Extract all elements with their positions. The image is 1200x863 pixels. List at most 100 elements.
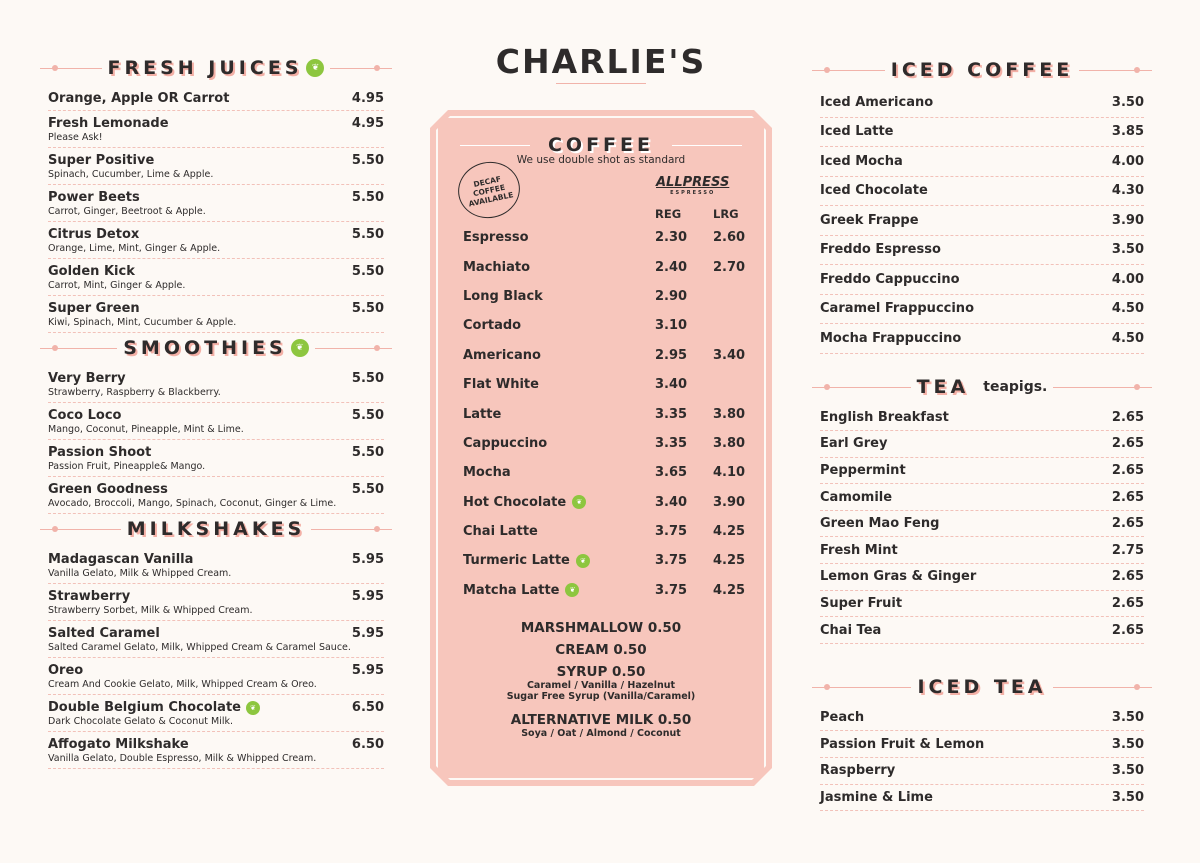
item-info: Oreo Cream And Cookie Gelato, Milk, Whipp… (48, 663, 317, 690)
menu-item: Chai Tea 2.65 (820, 617, 1144, 644)
coffee-panel-border (436, 116, 766, 780)
coffee-name-text: Espresso (463, 230, 529, 246)
item-name: Mocha Frappuccino (820, 331, 961, 346)
menu-item: Golden Kick Carrot, Mint, Ginger & Apple.… (48, 259, 384, 296)
coffee-item: Latte 3.35 3.80 (463, 399, 753, 428)
item-info: Camomile (820, 490, 892, 505)
coffee-name-text: Cappuccino (463, 435, 548, 451)
item-name: Camomile (820, 490, 892, 505)
item-name: Green Goodness (48, 482, 336, 497)
coffee-name-text: Latte (463, 406, 502, 422)
menu-item: Mocha Frappuccino 4.50 (820, 324, 1144, 354)
item-price: 2.65 (1111, 462, 1144, 478)
price-reg: 3.35 (655, 435, 688, 451)
coffee-name-text: Chai Latte (463, 524, 538, 540)
menu-item: Lemon Gras & Ginger 2.65 (820, 564, 1144, 591)
item-info: Super Positive Spinach, Cucumber, Lime & … (48, 153, 213, 180)
item-description: Please Ask! (48, 132, 103, 143)
item-name-text: Peppermint (820, 462, 906, 478)
item-name: Coco Loco (48, 408, 244, 423)
item-price: 3.50 (1111, 710, 1144, 726)
item-info: Earl Grey (820, 436, 887, 451)
item-name-text: Raspberry (820, 763, 896, 779)
item-name-text: Jasmine & Lime (820, 789, 933, 805)
item-price: 3.50 (1111, 736, 1144, 752)
item-name: Strawberry (48, 589, 253, 604)
item-name-text: Very Berry (48, 371, 126, 386)
extra-label: ALTERNATIVE MILK 0.50 (510, 712, 692, 728)
item-info: Freddo Espresso (820, 242, 941, 257)
item-info: Peach (820, 710, 864, 725)
vegan-leaf-icon: ❦ (290, 339, 309, 357)
smoothies-header: SMOOTHIES ❦ (40, 333, 392, 363)
item-name-text: Power Beets (48, 190, 140, 205)
item-info: Lemon Gras & Ginger (820, 569, 976, 584)
item-name-text: Fresh Mint (820, 542, 898, 558)
iced-tea-header: ICED TEA (812, 672, 1152, 702)
menu-item: Super Fruit 2.65 (820, 591, 1144, 618)
item-price: 2.65 (1111, 569, 1144, 585)
item-price: 3.85 (1111, 124, 1144, 140)
coffee-name-text: Cortado (463, 318, 522, 334)
item-name-text: Super Green (48, 301, 140, 316)
item-name-text: Double Belgium Chocolate (48, 700, 241, 715)
coffee-item: Americano 2.95 3.40 (463, 341, 753, 370)
item-name-text: Golden Kick (48, 264, 135, 279)
item-price: 5.50 (351, 227, 384, 242)
allpress-logo: ALLPRESS ESPRESSO (656, 175, 729, 196)
price-reg: 2.30 (655, 230, 688, 246)
item-info: Salted Caramel Salted Caramel Gelato, Mil… (48, 626, 351, 653)
item-name: Lemon Gras & Ginger (820, 569, 976, 584)
coffee-item: Machiato 2.40 2.70 (463, 252, 753, 281)
coffee-name: Long Black (463, 289, 655, 304)
item-name: Chai Tea (820, 623, 881, 638)
extra-label: MARSHMALLOW 0.50 (520, 620, 682, 636)
item-name-text: Fresh Lemonade (48, 116, 169, 131)
item-info: Caramel Frappuccino (820, 301, 974, 316)
price-lrg: 2.60 (713, 230, 746, 246)
menu-item: Freddo Cappuccino 4.00 (820, 265, 1144, 295)
item-name: Madagascan Vanilla (48, 552, 231, 567)
item-name-text: Oreo (48, 663, 84, 678)
tea-header: TEA teapigs. (812, 372, 1152, 402)
coffee-name: Turmeric Latte ❦ (463, 553, 655, 568)
item-name: Double Belgium Chocolate ❦ (48, 700, 260, 715)
section-iced-tea: ICED TEA Peach 3.50 Passion Fruit & Lemon 3.… (812, 672, 1152, 812)
menu-item: Peach 3.50 (820, 705, 1144, 732)
item-price: 4.95 (351, 91, 384, 106)
coffee-name: Flat White (463, 377, 655, 392)
coffee-extras: MARSHMALLOW 0.50 CREAM 0.50 SYRUP 0.50 Cara… (430, 620, 772, 745)
item-price: 5.50 (351, 482, 384, 497)
menu-item: Coco Loco Mango, Coconut, Pineapple, Mint… (48, 403, 384, 440)
item-price: 5.50 (351, 408, 384, 423)
item-name: Passion Shoot (48, 445, 205, 460)
extra-label: SYRUP 0.50 (556, 664, 646, 680)
price-reg: 2.40 (655, 259, 688, 275)
vegan-leaf-icon: ❦ (572, 495, 587, 510)
menu-item: Strawberry Strawberry Sorbet, Milk & Whip… (48, 584, 384, 621)
item-price: 3.90 (1111, 212, 1144, 228)
item-info: Power Beets Carrot, Ginger, Beetroot & Ap… (48, 190, 206, 217)
item-info: Coco Loco Mango, Coconut, Pineapple, Mint… (48, 408, 244, 435)
item-name: Super Positive (48, 153, 213, 168)
coffee-name: Matcha Latte ❦ (463, 583, 655, 598)
item-description: Carrot, Ginger, Beetroot & Apple. (48, 206, 206, 217)
price-reg: 3.40 (655, 494, 688, 510)
extra-sub: Sugar Free Syrup (Vanilla/Caramel) (506, 691, 696, 702)
item-price: 2.65 (1111, 516, 1144, 532)
smoothies-heading: SMOOTHIES ❦ (117, 337, 315, 359)
iced-tea-list: Peach 3.50 Passion Fruit & Lemon 3.50 Raspbe… (820, 705, 1144, 812)
item-info: English Breakfast (820, 410, 949, 425)
price-lrg: 4.25 (713, 582, 746, 598)
item-name-text: Green Goodness (48, 482, 168, 497)
milkshakes-heading: MILKSHAKES (120, 518, 312, 540)
extra-option: ALTERNATIVE MILK 0.50 Soya / Oat / Almond… (430, 712, 772, 739)
item-name: Raspberry (820, 763, 895, 778)
coffee-name-text: Machiato (463, 259, 531, 275)
item-price: 5.50 (351, 301, 384, 316)
item-name: Power Beets (48, 190, 206, 205)
price-reg: 3.75 (655, 553, 688, 569)
item-name-text: Caramel Frappuccino (820, 301, 974, 317)
item-info: Freddo Cappuccino (820, 272, 960, 287)
item-price: 2.65 (1111, 409, 1144, 425)
